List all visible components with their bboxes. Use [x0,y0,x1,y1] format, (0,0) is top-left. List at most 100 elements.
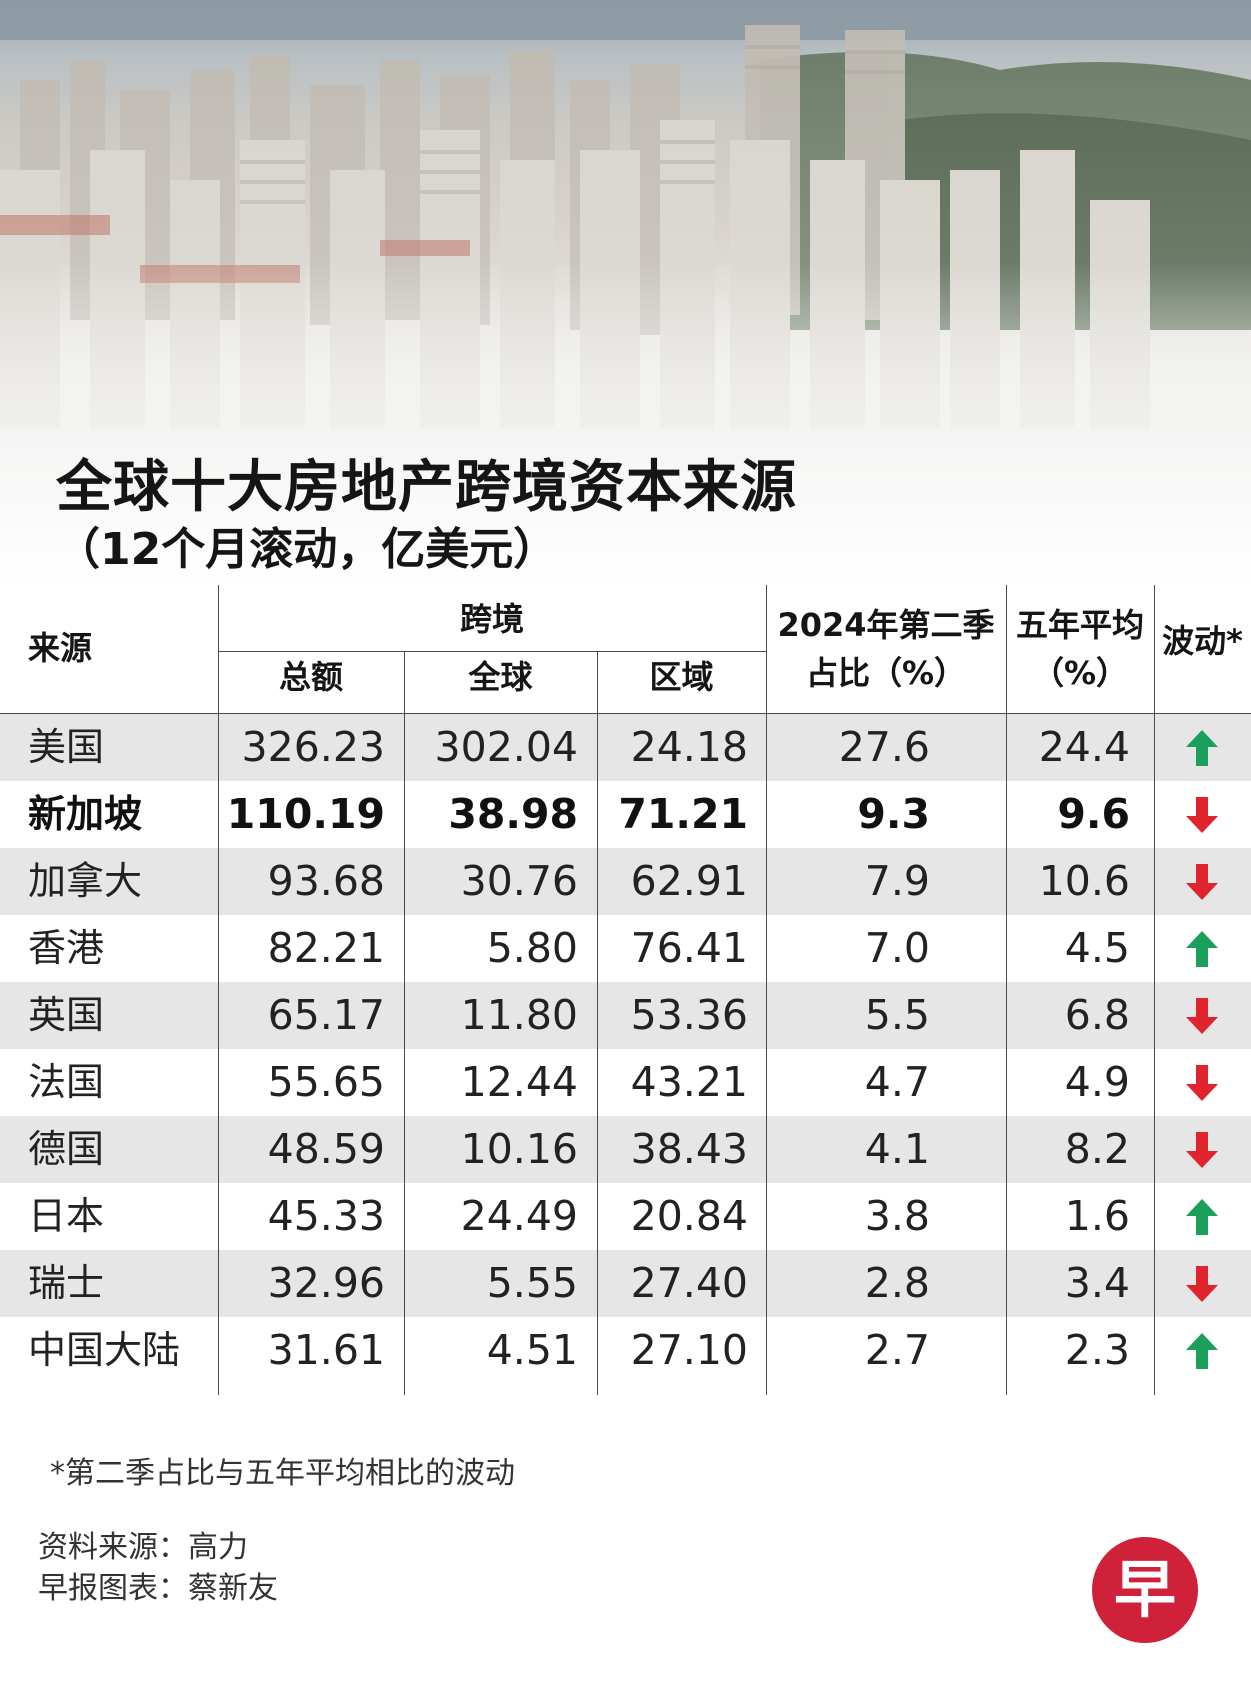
row-q2-share: 2.8 [864,1259,930,1307]
row-five-year-avg: 3.4 [1064,1259,1130,1307]
row-global: 5.55 [486,1259,578,1307]
footnote: *第二季占比与五年平均相比的波动 [50,1456,515,1491]
row-five-year-avg: 4.9 [1064,1058,1130,1106]
row-regional: 27.40 [630,1259,748,1307]
table-row: 中国大陆 31.61 4.51 27.10 2.7 2.3 [0,1317,1251,1384]
arrow-down-icon [1186,1065,1218,1101]
row-source: 美国 [28,725,105,769]
row-five-year-avg: 6.8 [1064,991,1130,1039]
row-q2-share: 27.6 [838,723,930,771]
row-total: 326.23 [241,723,385,771]
row-regional: 62.91 [630,857,748,905]
arrow-up-icon [1186,1333,1218,1369]
header-q2-share-line1: 2024年第二季 [777,606,995,644]
row-five-year-avg: 8.2 [1064,1125,1130,1173]
row-q2-share: 9.3 [857,790,930,838]
arrow-down-icon [1186,864,1218,900]
header-five-year-line1: 五年平均 [1015,606,1144,644]
row-total: 31.61 [267,1326,385,1374]
row-source: 日本 [28,1194,105,1238]
arrow-down-icon [1186,998,1218,1034]
row-regional: 76.41 [630,924,748,972]
hero-skyline-image: 全球十大房地产跨境资本来源 （12个月滚动，亿美元） [0,0,1251,585]
arrow-down-icon [1186,1132,1218,1168]
table-row: 法国 55.65 12.44 43.21 4.7 4.9 [0,1049,1251,1116]
header-subrule [218,651,766,652]
row-total: 32.96 [267,1259,385,1307]
header-source: 来源 [28,629,93,667]
row-source: 法国 [28,1060,105,1104]
row-global: 5.80 [486,924,578,972]
row-regional: 24.18 [630,723,748,771]
row-total: 82.21 [267,924,385,972]
row-regional: 71.21 [618,790,748,838]
table-row: 加拿大 93.68 30.76 62.91 7.9 10.6 [0,848,1251,915]
header-cross-border: 跨境 [459,600,524,638]
row-global: 38.98 [448,790,578,838]
row-source: 香港 [28,926,105,970]
row-global: 302.04 [434,723,578,771]
row-global: 12.44 [460,1058,578,1106]
chart-title: 全球十大房地产跨境资本来源 [56,455,797,520]
col-rule-1 [218,585,219,1395]
arrow-up-icon [1186,730,1218,766]
col-rule-5 [1006,585,1007,1395]
row-total: 65.17 [267,991,385,1039]
table-row: 新加坡 110.19 38.98 71.21 9.3 9.6 [0,781,1251,848]
table-row: 德国 48.59 10.16 38.43 4.1 8.2 [0,1116,1251,1183]
col-rule-4 [766,585,767,1395]
row-five-year-avg: 1.6 [1064,1192,1130,1240]
header-total: 总额 [278,658,343,696]
table-row: 香港 82.21 5.80 76.41 7.0 4.5 [0,915,1251,982]
header-change: 波动* [1162,622,1243,660]
row-q2-share: 2.7 [864,1326,930,1374]
row-global: 10.16 [460,1125,578,1173]
table-row: 英国 65.17 11.80 53.36 5.5 6.8 [0,982,1251,1049]
row-q2-share: 7.0 [864,924,930,972]
data-table: 来源 跨境 总额 全球 区域 2024年第二季 占比（%） 五年平均 （%） 波… [0,585,1251,1395]
row-total: 110.19 [226,790,385,838]
row-regional: 27.10 [630,1326,748,1374]
row-five-year-avg: 10.6 [1038,857,1130,905]
arrow-down-icon [1186,1266,1218,1302]
skyline-illustration [0,0,1251,585]
zaobao-logo-icon: 早 [1090,1535,1200,1645]
row-source: 德国 [28,1127,105,1171]
header-global: 全球 [468,658,533,696]
col-rule-6 [1154,585,1155,1395]
row-regional: 20.84 [630,1192,748,1240]
row-q2-share: 3.8 [864,1192,930,1240]
header-five-year-line2: （%） [1031,654,1129,692]
row-total: 45.33 [267,1192,385,1240]
header-five-year: 五年平均 （%） [1006,595,1154,703]
row-five-year-avg: 9.6 [1057,790,1130,838]
row-regional: 53.36 [630,991,748,1039]
row-source: 新加坡 [28,792,143,836]
row-total: 48.59 [267,1125,385,1173]
row-regional: 38.43 [630,1125,748,1173]
row-source: 瑞士 [28,1261,105,1305]
row-q2-share: 5.5 [864,991,930,1039]
row-q2-share: 4.7 [864,1058,930,1106]
row-total: 55.65 [267,1058,385,1106]
row-q2-share: 4.1 [864,1125,930,1173]
header-bottom-rule [0,713,1251,714]
credit-chart-by: 早报图表：蔡新友 [38,1571,278,1606]
row-source: 加拿大 [28,859,143,903]
col-rule-3 [597,651,598,1395]
credit-source: 资料来源：高力 [38,1530,248,1565]
header-q2-share: 2024年第二季 占比（%） [766,595,1006,703]
col-rule-2 [404,651,405,1395]
arrow-up-icon [1186,931,1218,967]
row-source: 英国 [28,993,105,1037]
header-regional: 区域 [649,658,714,696]
table-row: 日本 45.33 24.49 20.84 3.8 1.6 [0,1183,1251,1250]
row-global: 11.80 [460,991,578,1039]
row-five-year-avg: 24.4 [1038,723,1130,771]
arrow-down-icon [1186,797,1218,833]
row-five-year-avg: 4.5 [1064,924,1130,972]
row-global: 30.76 [460,857,578,905]
row-total: 93.68 [267,857,385,905]
chart-subtitle: （12个月滚动，亿美元） [56,524,558,575]
arrow-up-icon [1186,1199,1218,1235]
